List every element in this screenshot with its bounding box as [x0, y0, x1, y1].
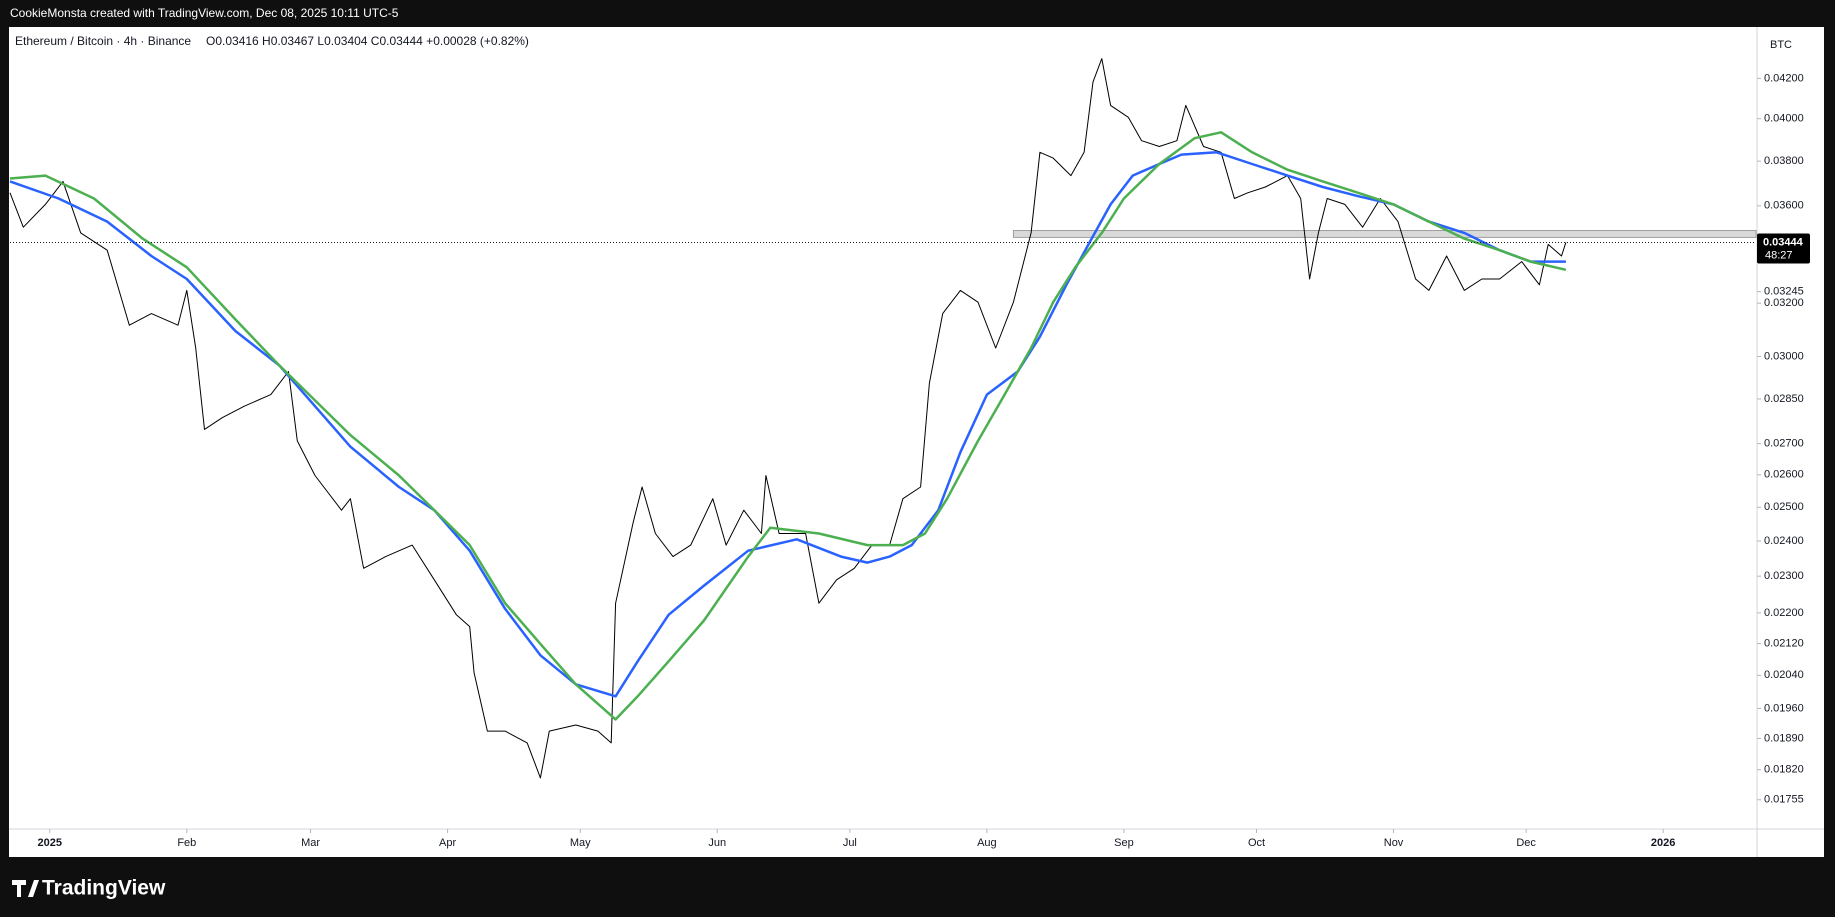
x-tick-label: Dec: [1516, 837, 1536, 849]
y-tick-label: 0.02500: [1764, 501, 1804, 513]
x-tick-label: Jul: [843, 837, 857, 849]
x-tick-label: 2026: [1651, 837, 1675, 849]
y-tick-label: 0.04000: [1764, 113, 1804, 125]
x-tick-label: Apr: [439, 837, 456, 849]
y-tick-label: 0.02700: [1764, 438, 1804, 450]
x-tick-label: Aug: [977, 837, 997, 849]
y-tick-label: 0.02400: [1764, 535, 1804, 547]
y-tick-label: 0.02200: [1764, 607, 1804, 619]
header-text: CookieMonsta created with TradingView.co…: [10, 6, 399, 20]
y-tick-label: 0.03200: [1764, 297, 1804, 309]
price-line: [9, 131, 1567, 721]
logo: TradingView: [12, 877, 166, 900]
y-tick-label: 0.04200: [1764, 72, 1804, 84]
x-tick-label: Sep: [1114, 837, 1134, 849]
y-tick-label: 0.02850: [1764, 393, 1804, 405]
x-tick-label: Feb: [177, 837, 196, 849]
y-tick-label: 0.01960: [1764, 702, 1804, 714]
y-tick-label: 0.03800: [1764, 155, 1804, 167]
x-tick-label: Mar: [301, 837, 320, 849]
x-tick-label: Nov: [1384, 837, 1404, 849]
x-tick-label: 2025: [38, 837, 62, 849]
price-line: [9, 58, 1567, 779]
logo-text: TradingView: [42, 877, 166, 900]
currency-label: BTC: [1770, 39, 1792, 51]
chart-frame: [9, 27, 1824, 857]
y-tick-label: 0.02040: [1764, 669, 1804, 681]
y-tick-label: 0.01820: [1764, 764, 1804, 776]
y-tick-label: 0.03600: [1764, 200, 1804, 212]
price-zone: [1012, 230, 1757, 238]
last-price-label: 0.03444: [1763, 236, 1804, 248]
last-price-box: [1757, 233, 1810, 264]
price-line: [9, 151, 1566, 698]
y-tick-label: 0.03000: [1764, 350, 1804, 362]
y-tick-label: 0.03245: [1764, 286, 1804, 298]
symbol-title: Ethereum / Bitcoin · 4h · Binance: [15, 34, 191, 48]
y-tick-label: 0.01755: [1764, 794, 1804, 806]
y-tick-label: 0.01890: [1764, 732, 1804, 744]
x-tick-label: May: [570, 837, 591, 849]
ohlc-values: O0.03416 H0.03467 L0.03404 C0.03444 +0.0…: [206, 34, 529, 48]
countdown-label: 48:27: [1765, 249, 1793, 261]
x-tick-label: Jun: [708, 837, 726, 849]
x-tick-label: Oct: [1248, 837, 1265, 849]
y-tick-label: 0.02300: [1764, 570, 1804, 582]
y-tick-label: 0.02600: [1764, 469, 1804, 481]
y-tick-label: 0.02120: [1764, 637, 1804, 649]
logo-icon: [12, 880, 39, 897]
